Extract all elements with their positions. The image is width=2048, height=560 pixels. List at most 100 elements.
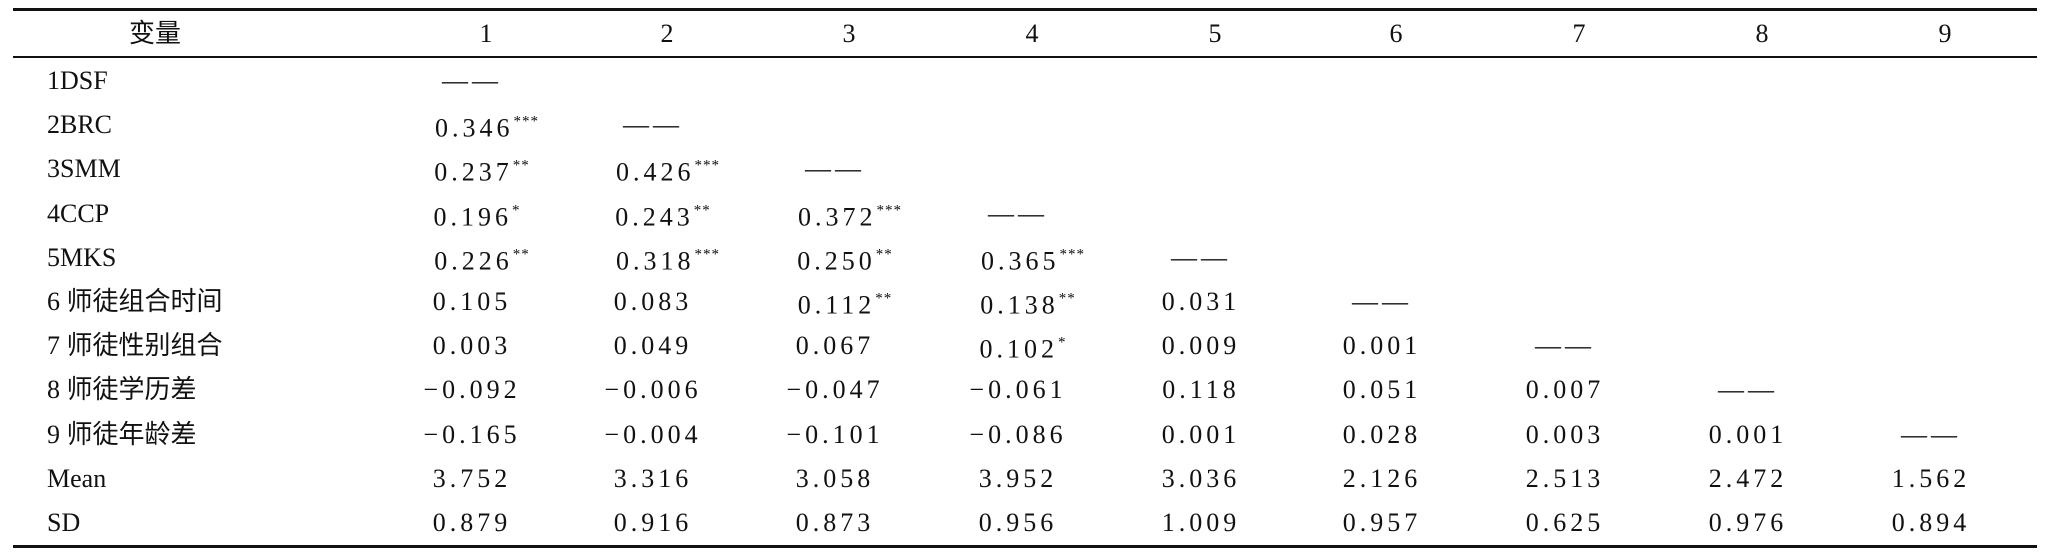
cell: 0.916 xyxy=(614,508,693,538)
header-cell: 1 xyxy=(479,19,493,48)
cell-value: 0.916 xyxy=(613,508,693,537)
cell: —— xyxy=(1901,420,1961,450)
cell: 0.196* xyxy=(434,195,521,232)
cell: −0.086 xyxy=(969,420,1066,450)
cell-value: —— xyxy=(1171,242,1231,272)
header-cell: 6 xyxy=(1389,19,1403,48)
cell-value: −0.165 xyxy=(423,419,521,449)
cell: 0.001 xyxy=(1162,420,1241,450)
cell-value: 0.250 xyxy=(797,246,876,276)
cell: 0.426*** xyxy=(616,151,720,188)
cell: 0.250** xyxy=(797,239,893,276)
cell-value: 0.957 xyxy=(1342,508,1422,537)
cell-value: 0.105 xyxy=(432,287,512,316)
cell-value: 0.625 xyxy=(1525,508,1605,537)
significance: ** xyxy=(1058,290,1076,307)
cell-value: 0.346 xyxy=(435,113,514,143)
row-label: 1DSF xyxy=(47,66,108,95)
cell-value: 0.118 xyxy=(1162,375,1240,405)
cell-value: 0.051 xyxy=(1342,375,1422,405)
cell: 0.879 xyxy=(433,508,512,538)
cell: 0.105 xyxy=(433,287,512,317)
cell: —— xyxy=(988,199,1048,229)
cell-value: 0.003 xyxy=(432,331,512,361)
cell: 0.138** xyxy=(980,284,1076,321)
cell-value: —— xyxy=(1535,331,1595,361)
cell: −0.006 xyxy=(604,375,701,405)
cell: 0.003 xyxy=(1526,420,1605,450)
cell-value: 0.318 xyxy=(616,246,695,276)
cell-value: 0.067 xyxy=(795,331,875,361)
cell-value: 0.372 xyxy=(798,202,877,232)
row-label: 2BRC xyxy=(47,110,113,140)
cell-value: 0.879 xyxy=(432,508,512,537)
cell-value: 0.237 xyxy=(434,157,513,187)
cell: 3.036 xyxy=(1162,464,1241,494)
cell: 2.513 xyxy=(1526,464,1605,494)
cell: 0.318*** xyxy=(616,239,720,276)
significance: *** xyxy=(876,202,902,219)
cell-value: −0.004 xyxy=(604,419,702,449)
cell: 0.243** xyxy=(615,195,711,232)
cell-value: 0.009 xyxy=(1161,331,1241,361)
header-cell: 5 xyxy=(1208,19,1222,48)
top-rule xyxy=(13,8,2037,11)
cell-value: —— xyxy=(805,154,865,184)
header-cell: 4 xyxy=(1025,19,1039,48)
cell-value: 3.952 xyxy=(978,463,1058,493)
cell: 0.083 xyxy=(614,287,693,317)
cell: 0.001 xyxy=(1343,331,1422,361)
cell-value: 0.001 xyxy=(1342,331,1422,361)
cell-value: 1.009 xyxy=(1161,508,1241,537)
cell-value: 0.196 xyxy=(433,202,512,232)
row-label: 7 师徒性别组合 xyxy=(47,331,223,361)
cell-value: 3.752 xyxy=(432,463,512,493)
cell-value: 0.003 xyxy=(1525,419,1605,449)
significance: ** xyxy=(512,157,530,174)
cell: 3.752 xyxy=(433,464,512,494)
cell: 1.009 xyxy=(1162,508,1241,538)
cell-value: 3.058 xyxy=(795,463,875,493)
cell-value: —— xyxy=(623,110,683,140)
row-label: 6 师徒组合时间 xyxy=(47,287,223,316)
cell-value: 0.956 xyxy=(978,508,1058,537)
cell: —— xyxy=(623,110,683,140)
cell: 0.873 xyxy=(796,508,875,538)
cell-value: 0.976 xyxy=(1708,508,1788,537)
cell: 3.316 xyxy=(614,464,693,494)
cell: 0.001 xyxy=(1709,420,1788,450)
cell-value: −0.006 xyxy=(604,375,702,405)
significance: *** xyxy=(694,157,720,174)
cell-value: −0.047 xyxy=(786,375,884,405)
cell-value: 0.007 xyxy=(1525,375,1605,405)
cell: 0.049 xyxy=(614,331,693,361)
significance: ** xyxy=(875,246,893,263)
cell: 0.028 xyxy=(1343,420,1422,450)
cell-value: 2.126 xyxy=(1342,463,1422,493)
cell: 0.625 xyxy=(1526,508,1605,538)
significance: ** xyxy=(875,290,893,307)
cell-value: 0.001 xyxy=(1161,419,1241,449)
cell: —— xyxy=(1718,375,1778,405)
cell: 0.112** xyxy=(798,284,893,321)
header-cell: 9 xyxy=(1938,19,1952,48)
cell: 0.009 xyxy=(1162,331,1241,361)
header-rule xyxy=(13,56,2037,58)
bottom-rule xyxy=(13,545,2037,548)
cell-value: 2.472 xyxy=(1708,463,1788,493)
cell-value: 1.562 xyxy=(1891,463,1971,493)
cell: −0.165 xyxy=(423,420,520,450)
row-label: SD xyxy=(47,508,81,537)
cell: 2.472 xyxy=(1709,464,1788,494)
significance: *** xyxy=(513,113,539,130)
cell: —— xyxy=(442,66,502,96)
cell-value: 3.316 xyxy=(613,463,693,493)
cell-value: 0.873 xyxy=(795,508,875,537)
cell: 0.031 xyxy=(1162,287,1241,317)
significance: *** xyxy=(694,246,720,263)
cell-value: —— xyxy=(1718,375,1778,405)
header-cell: 2 xyxy=(660,19,674,48)
cell: −0.061 xyxy=(969,375,1066,405)
cell: 0.067 xyxy=(796,331,875,361)
